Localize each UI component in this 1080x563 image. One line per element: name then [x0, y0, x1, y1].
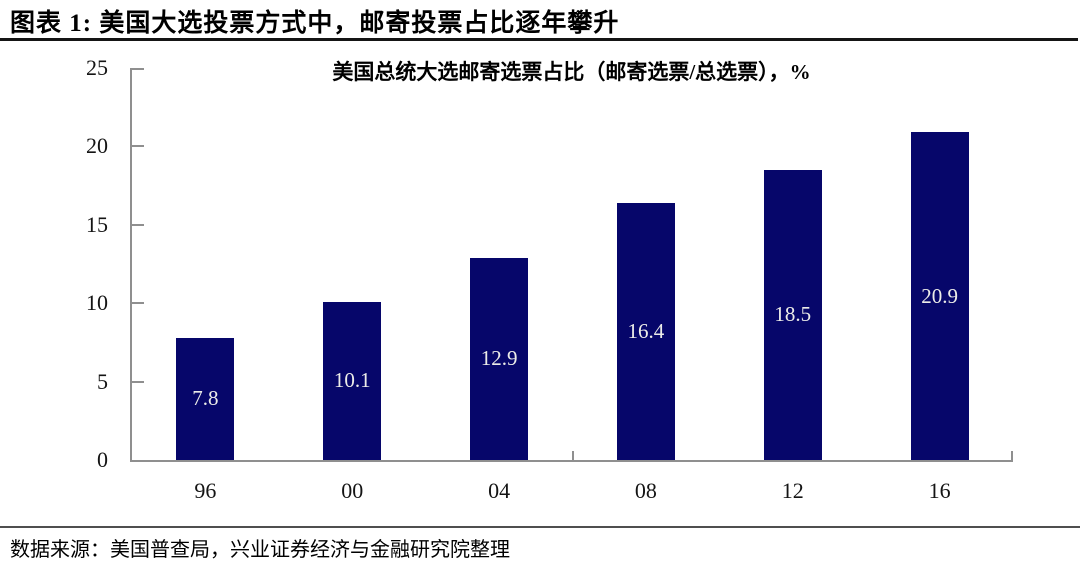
bar-96: 7.8: [176, 337, 235, 460]
header-divider: [0, 38, 1078, 41]
bar-00: 10.1: [323, 301, 382, 460]
y-tick-label: 15: [86, 211, 108, 237]
bar-value-label: 10.1: [333, 368, 371, 393]
y-tick-label: 0: [97, 447, 108, 472]
x-tick-label: 04: [488, 478, 511, 503]
bar-04: 12.9: [470, 257, 529, 460]
y-axis-tick: [132, 68, 144, 70]
bar-value-label: 20.9: [921, 283, 958, 308]
y-tick-label: 20: [86, 133, 108, 159]
plot-area: 7.8 10.1 12.9 16.4 18.5 20.9: [130, 68, 1013, 462]
bar-value-label: 12.9: [480, 346, 518, 371]
bar-value-label: 16.4: [627, 318, 665, 343]
bar-value-label: 7.8: [192, 386, 219, 411]
bar-12: 18.5: [763, 169, 822, 460]
data-source-note: 数据来源：美国普查局，兴业证券经济与金融研究院整理: [10, 539, 510, 561]
y-tick-label: 25: [86, 55, 108, 80]
bar-08: 16.4: [616, 202, 675, 460]
x-axis-tick: [1011, 451, 1013, 460]
figure-caption: 图表 1: 美国大选投票方式中，邮寄投票占比逐年攀升: [10, 10, 620, 37]
x-tick-label: 16: [928, 478, 951, 503]
y-axis-tick: [132, 145, 144, 148]
x-axis-tick: [571, 451, 574, 460]
y-tick-label: 5: [97, 368, 108, 394]
y-tick-label: 10: [86, 290, 108, 316]
y-axis-tick: [132, 223, 144, 226]
bar-16: 20.9: [910, 132, 969, 460]
x-tick-label: 96: [194, 478, 217, 503]
chart-title: 美国总统大选邮寄选票占比（邮寄选票/总选票），%: [332, 60, 811, 84]
bar-value-label: 18.5: [774, 302, 812, 327]
footer-divider: [0, 526, 1080, 528]
x-tick-label: 08: [634, 478, 657, 503]
y-axis-tick: [132, 302, 144, 305]
x-tick-label: 00: [341, 478, 364, 503]
x-tick-label: 12: [781, 478, 804, 503]
y-axis-tick: [132, 380, 144, 383]
